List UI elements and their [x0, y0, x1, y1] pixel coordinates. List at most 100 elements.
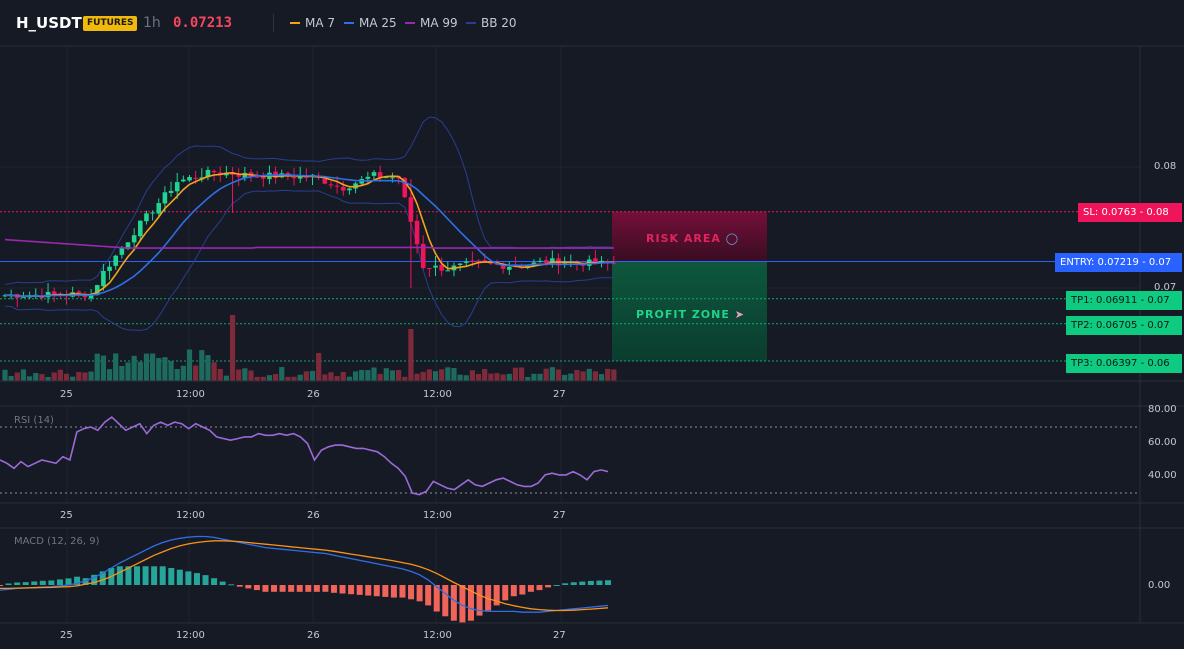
volume-bar — [125, 362, 131, 381]
macd-histogram-bar — [485, 585, 492, 611]
volume-bar — [156, 358, 162, 381]
volume-bar — [33, 373, 39, 381]
macd-histogram-bar — [433, 585, 440, 612]
bb-upper-line — [4, 116, 614, 285]
macd-histogram-bar — [330, 585, 337, 593]
volume-bar — [475, 374, 482, 381]
macd-histogram-bar — [313, 585, 320, 592]
candle-body — [463, 261, 469, 263]
time-tick-label: 26 — [307, 510, 320, 521]
ma25-line — [4, 173, 614, 298]
candle-body — [193, 177, 198, 179]
candle-body — [507, 266, 512, 270]
candle-body — [236, 175, 241, 177]
macd-histogram-bar — [579, 581, 586, 585]
legend-ma25[interactable]: MA 25 — [344, 16, 397, 30]
volume-bar — [131, 355, 137, 381]
volume-bar — [586, 368, 592, 381]
candle-body — [119, 248, 125, 255]
macd-title: MACD (12, 26, 9) — [14, 536, 100, 547]
candle-body — [347, 188, 352, 191]
volume-bar — [297, 374, 303, 381]
legend-ma99[interactable]: MA 99 — [405, 16, 458, 30]
candle-body — [88, 294, 94, 299]
candle-body — [162, 192, 168, 204]
volume-bar — [113, 353, 119, 381]
candle-body — [470, 260, 475, 262]
macd-pane — [0, 535, 611, 623]
legend-ma7[interactable]: MA 7 — [290, 16, 335, 30]
profit-zone — [612, 261, 767, 361]
entry-price-tag: ENTRY: 0.07219 - 0.07 — [1055, 253, 1182, 272]
candle-body — [427, 268, 432, 270]
symbol-label[interactable]: H_USDT — [16, 14, 82, 32]
volume-bar — [273, 374, 279, 381]
macd-histogram-bar — [125, 566, 132, 585]
volume-bar — [2, 369, 8, 381]
macd-histogram-bar — [271, 585, 278, 592]
macd-histogram-bar — [416, 585, 423, 602]
candle-body — [390, 177, 395, 179]
candle-body — [297, 175, 303, 179]
volume-bar — [260, 376, 266, 381]
candle-body — [94, 285, 100, 296]
chart-header: H_USDT FUTURES 1h 0.07213 MA 7 MA 25 MA … — [0, 0, 1184, 46]
volume-bar — [555, 369, 562, 381]
legend-label: MA 7 — [305, 16, 336, 30]
macd-histogram-bar — [99, 571, 106, 585]
volume-bar — [168, 361, 174, 381]
macd-line — [0, 535, 609, 613]
volume-bar — [506, 373, 512, 381]
time-tick-label: 27 — [553, 630, 566, 641]
time-tick-label: 27 — [553, 510, 566, 521]
macd-histogram-bar — [545, 585, 552, 588]
candle-body — [433, 265, 438, 268]
volume-bar — [562, 374, 568, 381]
macd-histogram-bar — [219, 581, 226, 585]
candle-body — [365, 176, 371, 179]
time-tick-label: 25 — [60, 630, 73, 641]
legend-swatch-icon — [466, 21, 476, 24]
moving-averages — [4, 172, 614, 298]
macd-histogram-bar — [262, 585, 269, 592]
volume-bar — [82, 372, 88, 381]
time-tick-label: 12:00 — [176, 630, 205, 641]
risk-area-label: RISK AREA ◯ — [646, 232, 740, 245]
ma99-line — [4, 238, 614, 249]
volume-bar — [359, 369, 365, 381]
candle-body — [593, 258, 598, 264]
volume-bar — [482, 369, 488, 381]
macd-histogram-bar — [228, 584, 235, 586]
macd-histogram-bar — [459, 585, 466, 623]
volume-bar — [426, 369, 432, 381]
candle-body — [445, 270, 451, 272]
volume-bars — [2, 315, 617, 381]
volume-bar — [106, 369, 113, 381]
rsi-y-tick: 60.00 — [1148, 437, 1177, 448]
volume-bar — [500, 374, 506, 381]
timeframe-label[interactable]: 1h — [143, 15, 161, 31]
macd-histogram-bar — [151, 566, 158, 585]
macd-histogram-bar — [176, 569, 183, 585]
volume-bar — [445, 367, 451, 381]
macd-histogram-bar — [253, 585, 260, 591]
volume-bar — [439, 369, 445, 381]
volume-bar — [568, 373, 574, 381]
candle-body — [131, 235, 137, 243]
volume-bar — [420, 371, 426, 381]
macd-histogram-bar — [390, 585, 397, 598]
legend-bb20[interactable]: BB 20 — [466, 16, 517, 30]
time-tick-label: 26 — [307, 630, 320, 641]
macd-histogram-bar — [48, 580, 55, 585]
macd-histogram-bar — [305, 585, 312, 592]
volume-bar — [371, 367, 377, 381]
macd-histogram-bar — [91, 574, 98, 585]
tp3-price-tag: TP3: 0.06397 - 0.06 — [1066, 354, 1182, 373]
macd-histogram-bar — [348, 585, 355, 595]
volume-bar — [150, 353, 156, 381]
rsi-line — [0, 416, 609, 496]
volume-bar — [20, 369, 27, 381]
macd-histogram-bar — [527, 585, 534, 592]
macd-histogram-bar — [74, 576, 81, 585]
